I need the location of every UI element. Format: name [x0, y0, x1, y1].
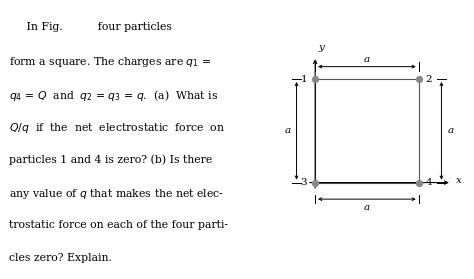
Text: particles 1 and 4 is zero? (b) Is there: particles 1 and 4 is zero? (b) Is there [9, 154, 212, 165]
Text: 1: 1 [301, 74, 307, 83]
Text: y: y [319, 43, 324, 52]
Text: 2: 2 [426, 74, 432, 83]
Text: a: a [284, 126, 290, 135]
Point [311, 180, 319, 185]
Text: x: x [456, 176, 462, 185]
Text: a: a [447, 126, 454, 135]
Text: cles zero? Explain.: cles zero? Explain. [9, 253, 111, 263]
Text: In Fig.          four particles: In Fig. four particles [9, 22, 172, 32]
Text: a: a [364, 203, 370, 212]
Text: 3: 3 [301, 178, 307, 187]
Point [415, 180, 422, 185]
Text: 4: 4 [426, 178, 432, 187]
Point [415, 77, 422, 81]
Text: $q_4$ = $Q$  and  $q_2$ = $q_3$ = $q$.  (a)  What is: $q_4$ = $Q$ and $q_2$ = $q_3$ = $q$. (a)… [9, 88, 218, 103]
Text: any value of $q$ that makes the net elec-: any value of $q$ that makes the net elec… [9, 187, 224, 201]
Text: $Q/q$  if  the  net  electrostatic  force  on: $Q/q$ if the net electrostatic force on [9, 121, 225, 135]
Point [311, 77, 319, 81]
Text: trostatic force on each of the four parti-: trostatic force on each of the four part… [9, 220, 228, 230]
Text: form a square. The charges are $q_1$ =: form a square. The charges are $q_1$ = [9, 55, 211, 69]
Text: a: a [364, 54, 370, 64]
